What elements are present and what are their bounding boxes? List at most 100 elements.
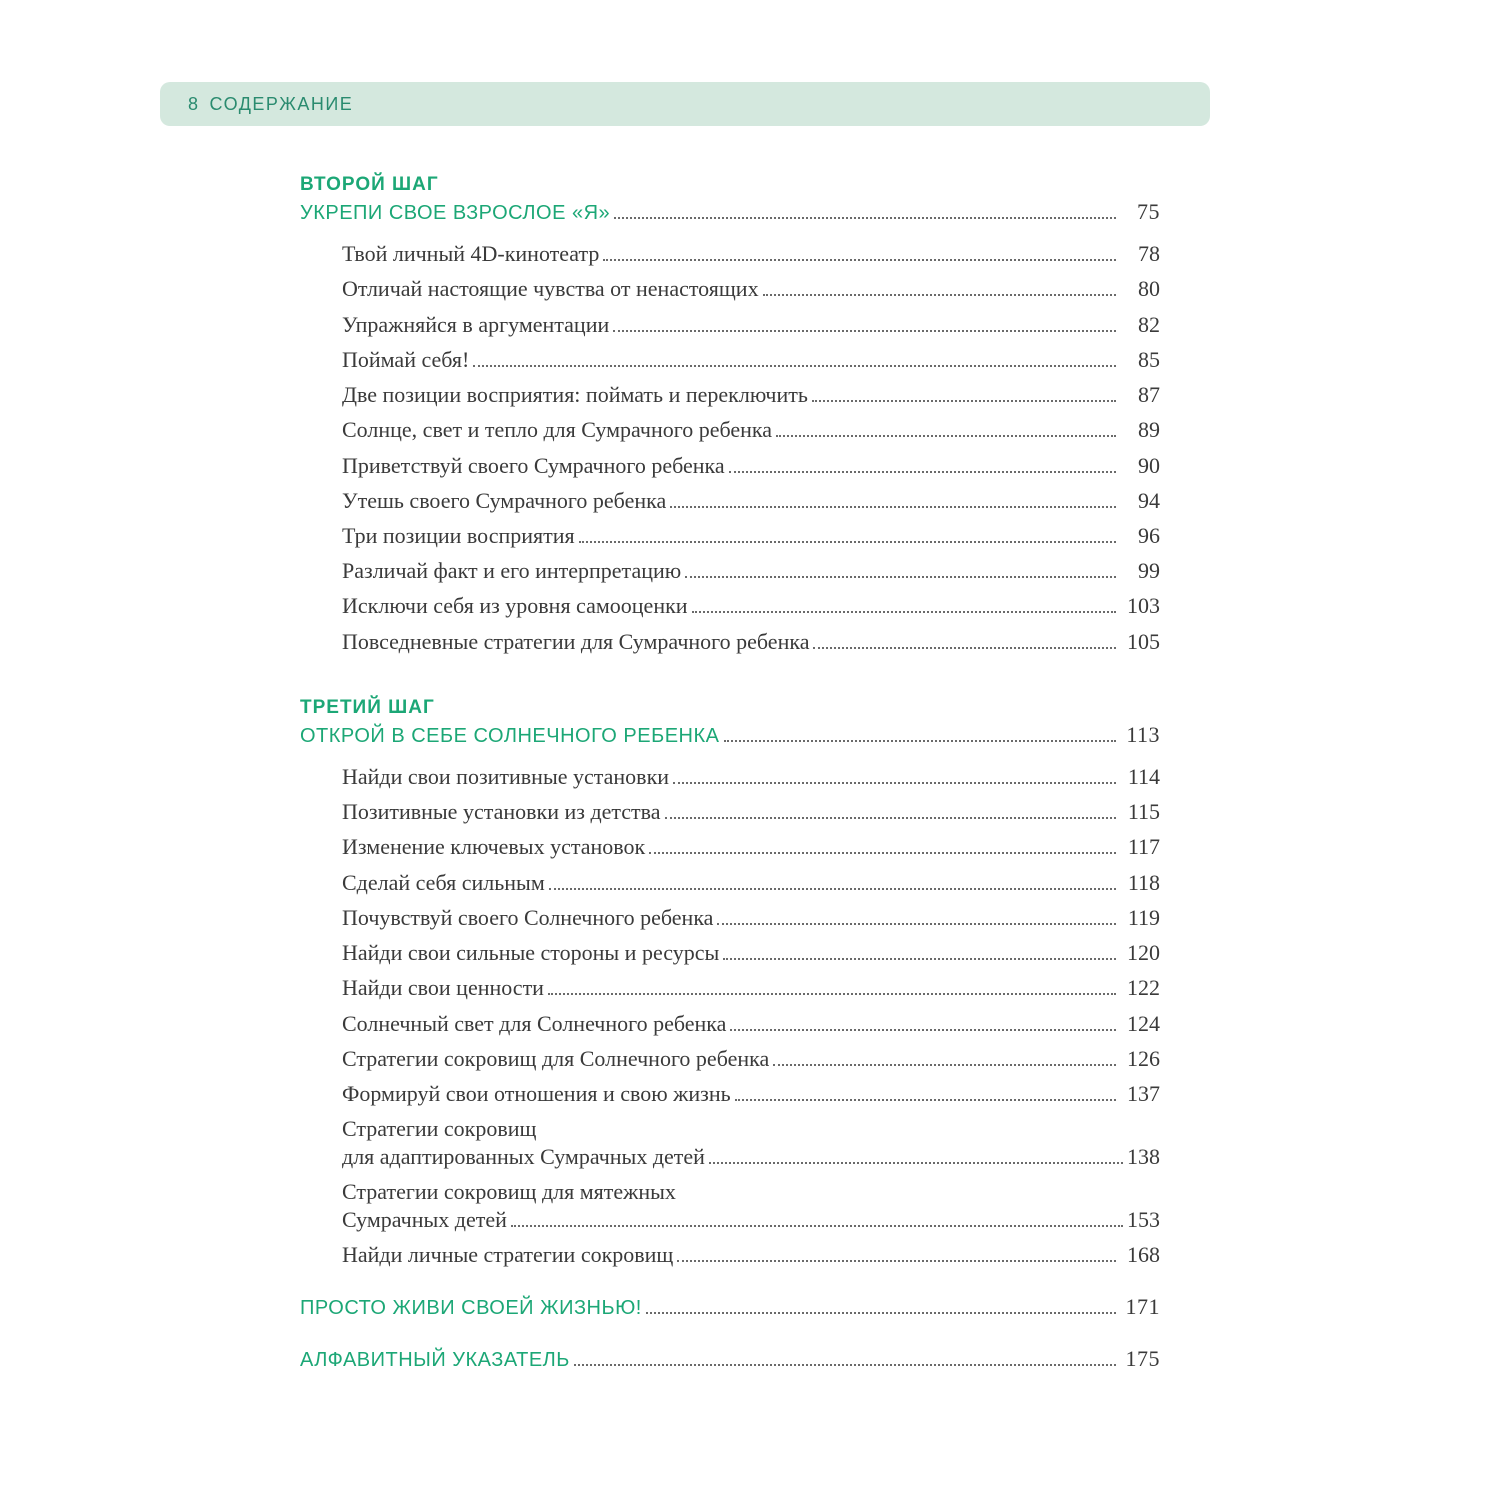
toc-title: Формируй свои отношения и свою жизнь xyxy=(342,1080,731,1108)
toc-title: Найди свои позитивные установки xyxy=(342,763,669,791)
toc-page-num: 124 xyxy=(1120,1010,1160,1038)
leader-dots xyxy=(717,923,1116,925)
toc-title: Приветствуй своего Сумрачного ребенка xyxy=(342,452,725,480)
toc-page-num: 122 xyxy=(1120,974,1160,1002)
leader-dots xyxy=(549,888,1116,890)
leader-dots xyxy=(673,782,1116,784)
leader-dots xyxy=(649,852,1116,854)
leader-dots xyxy=(735,1099,1116,1101)
toc-entry: Формируй свои отношения и свою жизнь137 xyxy=(300,1080,1160,1108)
toc-title: Отличай настоящие чувства от ненастоящих xyxy=(342,275,759,303)
toc-page-num: 80 xyxy=(1120,275,1160,303)
toc-title-line2: для адаптированных Сумрачных детей xyxy=(342,1143,705,1171)
toc-entry: Солнечный свет для Солнечного ребенка 124 xyxy=(300,1010,1160,1038)
toc-title-line2: Сумрачных детей xyxy=(342,1206,507,1234)
toc-title: Солнце, свет и тепло для Сумрачного ребе… xyxy=(342,416,772,444)
toc-entry: Стратегии сокровищ для Солнечного ребенк… xyxy=(300,1045,1160,1073)
toc-page-num: 153 xyxy=(1127,1206,1160,1234)
toc-entry: Изменение ключевых установок 117 xyxy=(300,833,1160,861)
toc-title: Три позиции восприятия xyxy=(342,522,575,550)
toc-entry: Поймай себя! 85 xyxy=(300,346,1160,374)
leader-dots xyxy=(665,817,1116,819)
toc-page-num: 138 xyxy=(1127,1143,1160,1171)
toc-title: Различай факт и его интерпретацию xyxy=(342,557,681,585)
leader-dots xyxy=(773,1064,1116,1066)
section-label: ТРЕТИЙ ШАГ xyxy=(300,697,1160,719)
toc-entry: Найди личные стратегии сокровищ 168 xyxy=(300,1241,1160,1269)
toc-entry: Позитивные установки из детства 115 xyxy=(300,798,1160,826)
toc-page-num: 82 xyxy=(1120,311,1160,339)
toc-page-num: 113 xyxy=(1120,721,1160,749)
toc-page-num: 90 xyxy=(1120,452,1160,480)
toc-entry-multiline: Стратегии сокровищ для адаптированных Су… xyxy=(300,1115,1160,1170)
toc-entry-multiline: Стратегии сокровищ для мятежных Сумрачны… xyxy=(300,1178,1160,1233)
leader-dots xyxy=(730,1029,1116,1031)
leader-dots xyxy=(723,958,1116,960)
toc-page-num: 103 xyxy=(1120,592,1160,620)
toc-entry: Сделай себя сильным118 xyxy=(300,869,1160,897)
toc-title: ОТКРОЙ В СЕБЕ СОЛНЕЧНОГО РЕБЕНКА xyxy=(300,724,720,749)
toc-page-num: 175 xyxy=(1120,1345,1160,1373)
toc-title: Найди свои ценности xyxy=(342,974,544,1002)
toc-page-num: 119 xyxy=(1120,904,1160,932)
toc-title: Изменение ключевых установок xyxy=(342,833,645,861)
toc-title: ПРОСТО ЖИВИ СВОЕЙ ЖИЗНЬЮ! xyxy=(300,1296,642,1321)
toc-page-num: 126 xyxy=(1120,1045,1160,1073)
toc-title: Почувствуй своего Солнечного ребенка xyxy=(342,904,713,932)
section-label: ВТОРОЙ ШАГ xyxy=(300,174,1160,196)
toc-entry: Исключи себя из уровня самооценки103 xyxy=(300,592,1160,620)
toc-entry: Почувствуй своего Солнечного ребенка 119 xyxy=(300,904,1160,932)
toc-page-num: 94 xyxy=(1120,487,1160,515)
leader-dots xyxy=(574,1364,1116,1366)
toc-entry: Различай факт и его интерпретацию99 xyxy=(300,557,1160,585)
toc-page-num: 115 xyxy=(1120,798,1160,826)
toc-title-line1: Стратегии сокровищ xyxy=(342,1115,1160,1143)
toc-chapter: ПРОСТО ЖИВИ СВОЕЙ ЖИЗНЬЮ! 171 xyxy=(300,1293,1160,1321)
toc-entry: Приветствуй своего Сумрачного ребенка 90 xyxy=(300,452,1160,480)
toc-entry: Повседневные стратегии для Сумрачного ре… xyxy=(300,628,1160,656)
toc-title: Утешь своего Сумрачного ребенка xyxy=(342,487,666,515)
toc-entry: Упражняйся в аргументации82 xyxy=(300,311,1160,339)
toc-entry: Солнце, свет и тепло для Сумрачного ребе… xyxy=(300,416,1160,444)
leader-dots xyxy=(473,365,1116,367)
toc-title: Стратегии сокровищ для Солнечного ребенк… xyxy=(342,1045,769,1073)
toc-title: АЛФАВИТНЫЙ УКАЗАТЕЛЬ xyxy=(300,1348,570,1373)
toc-chapter: ОТКРОЙ В СЕБЕ СОЛНЕЧНОГО РЕБЕНКА 113 xyxy=(300,721,1160,749)
toc-page-num: 96 xyxy=(1120,522,1160,550)
leader-dots xyxy=(511,1225,1123,1227)
toc-entry: Утешь своего Сумрачного ребенка 94 xyxy=(300,487,1160,515)
leader-dots xyxy=(603,259,1116,261)
toc-page-num: 120 xyxy=(1120,939,1160,967)
toc-page-num: 117 xyxy=(1120,833,1160,861)
toc-page-num: 168 xyxy=(1120,1241,1160,1269)
toc-content: ВТОРОЙ ШАГ УКРЕПИ СВОЕ ВЗРОСЛОЕ «Я» 75 Т… xyxy=(300,158,1160,1381)
toc-title: Твой личный 4D-кинотеатр xyxy=(342,240,599,268)
toc-entry: Найди свои позитивные установки 114 xyxy=(300,763,1160,791)
toc-page-num: 89 xyxy=(1120,416,1160,444)
toc-page-num: 114 xyxy=(1120,763,1160,791)
toc-title: Позитивные установки из детства xyxy=(342,798,661,826)
toc-page-num: 78 xyxy=(1120,240,1160,268)
toc-title: Солнечный свет для Солнечного ребенка xyxy=(342,1010,726,1038)
toc-title: Поймай себя! xyxy=(342,346,469,374)
leader-dots xyxy=(685,576,1116,578)
leader-dots xyxy=(579,541,1116,543)
toc-page-num: 171 xyxy=(1120,1293,1160,1321)
toc-title: Найди личные стратегии сокровищ xyxy=(342,1241,673,1269)
toc-title: УКРЕПИ СВОЕ ВЗРОСЛОЕ «Я» xyxy=(300,201,610,226)
toc-page-num: 85 xyxy=(1120,346,1160,374)
toc-title: Повседневные стратегии для Сумрачного ре… xyxy=(342,628,809,656)
toc-page-num: 75 xyxy=(1120,198,1160,226)
leader-dots xyxy=(763,294,1116,296)
leader-dots xyxy=(812,400,1116,402)
leader-dots xyxy=(729,471,1116,473)
leader-dots xyxy=(776,435,1116,437)
toc-title: Сделай себя сильным xyxy=(342,869,545,897)
toc-entry: Твой личный 4D-кинотеатр 78 xyxy=(300,240,1160,268)
leader-dots xyxy=(548,993,1116,995)
toc-entry: Найди свои сильные стороны и ресурсы120 xyxy=(300,939,1160,967)
running-header: 8 СОДЕРЖАНИЕ xyxy=(160,82,1210,126)
toc-title-line1: Стратегии сокровищ для мятежных xyxy=(342,1178,1160,1206)
toc-page-num: 87 xyxy=(1120,381,1160,409)
toc-entry: Найди свои ценности 122 xyxy=(300,974,1160,1002)
